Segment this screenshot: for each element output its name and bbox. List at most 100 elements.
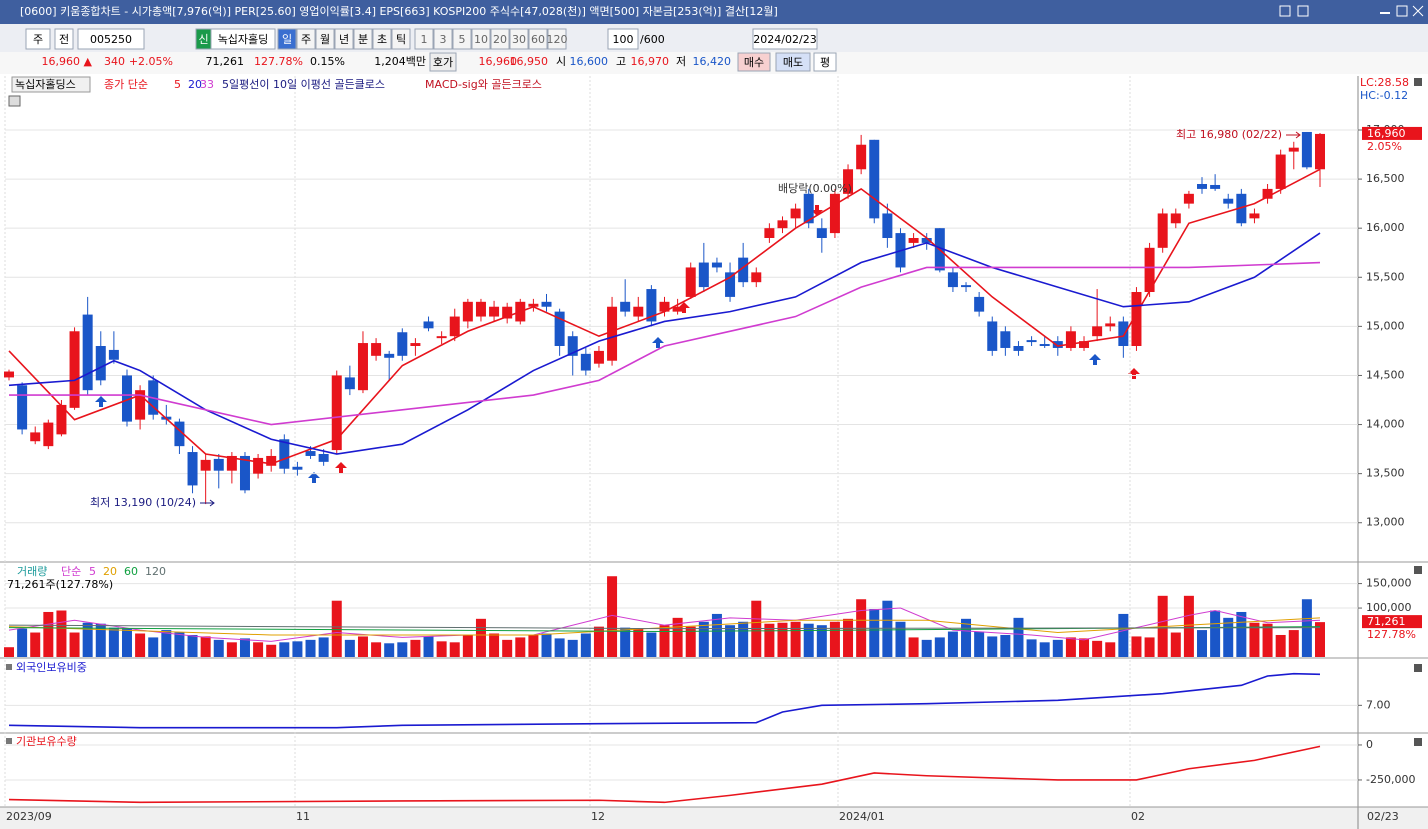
x-tick-label: 12: [591, 810, 605, 823]
panel-close[interactable]: [1414, 78, 1422, 86]
minimize[interactable]: [1380, 12, 1390, 14]
quote-text: 71,261: [206, 55, 245, 68]
button-label[interactable]: 일: [282, 32, 292, 46]
button-label[interactable]: 분: [358, 33, 368, 46]
button-label[interactable]: 신: [198, 33, 208, 46]
quote-text: 16,950: [510, 55, 549, 68]
button[interactable]: [433, 28, 453, 50]
candle-body: [1065, 331, 1076, 348]
last-price-label: 16,960: [1367, 127, 1406, 140]
button-label[interactable]: 월: [320, 33, 330, 46]
button[interactable]: [607, 28, 639, 50]
button[interactable]: [452, 28, 472, 50]
panel-close[interactable]: [1414, 664, 1422, 672]
candle-body: [843, 169, 854, 194]
volume-bar: [659, 625, 670, 657]
volume-bar: [475, 618, 486, 657]
button-label[interactable]: 주: [301, 33, 311, 46]
candle-body: [633, 306, 644, 317]
volume-bar: [567, 639, 578, 657]
candle-body: [475, 301, 486, 317]
candle-body: [1079, 341, 1090, 348]
button[interactable]: [54, 28, 74, 50]
volume-bar: [1236, 611, 1247, 657]
button[interactable]: [414, 28, 434, 50]
volume-bar: [974, 631, 985, 657]
legend-entry: 60: [124, 565, 138, 578]
volume-bar: [515, 637, 526, 657]
button-label[interactable]: 10: [474, 33, 488, 46]
button[interactable]: [471, 28, 491, 50]
button-label[interactable]: 매도: [783, 56, 803, 69]
button-label[interactable]: 100: [613, 33, 634, 46]
button[interactable]: [391, 28, 411, 50]
legend-entry: 5: [174, 78, 181, 91]
button[interactable]: [490, 28, 510, 50]
control[interactable]: [1279, 5, 1291, 17]
button[interactable]: [547, 28, 567, 50]
maximize[interactable]: [1396, 5, 1408, 17]
button[interactable]: [277, 28, 297, 50]
button[interactable]: [372, 28, 392, 50]
button[interactable]: [775, 52, 811, 72]
button-label[interactable]: 30: [512, 33, 526, 46]
button-label[interactable]: 틱: [396, 33, 406, 46]
candle-body: [974, 296, 985, 312]
button-label[interactable]: 120: [547, 33, 568, 46]
panel-close[interactable]: [1414, 738, 1422, 746]
button[interactable]: [315, 28, 335, 50]
button[interactable]: [25, 28, 51, 50]
button-label[interactable]: 1: [421, 33, 428, 46]
button-label[interactable]: 3: [440, 33, 447, 46]
button[interactable]: [528, 28, 548, 50]
button[interactable]: [210, 28, 276, 50]
button[interactable]: [77, 28, 145, 50]
volume-bar: [200, 636, 211, 657]
button[interactable]: [334, 28, 354, 50]
candle-body: [1249, 213, 1260, 219]
panel-close[interactable]: [1414, 566, 1422, 574]
button[interactable]: [752, 28, 818, 50]
button-label[interactable]: 녹십자홀딩: [218, 33, 269, 46]
candle-body: [751, 272, 762, 283]
button[interactable]: [813, 52, 837, 72]
candle-body: [82, 314, 93, 391]
button[interactable]: [509, 28, 529, 50]
button[interactable]: [296, 28, 316, 50]
candle-body: [1026, 340, 1037, 343]
indicator-icon[interactable]: [8, 95, 21, 107]
candle-body: [502, 306, 513, 319]
button-label[interactable]: 60: [531, 33, 545, 46]
button[interactable]: [353, 28, 373, 50]
button-label: 호가: [433, 56, 453, 69]
button-label[interactable]: 005250: [90, 33, 132, 46]
button-label[interactable]: 평: [820, 56, 830, 69]
volume-bar: [239, 638, 250, 657]
candle-body: [56, 404, 67, 435]
volume-bar: [279, 642, 290, 657]
candle-body: [239, 455, 250, 491]
candle-body: [489, 306, 500, 317]
button-label[interactable]: 5: [459, 33, 466, 46]
close[interactable]: [1412, 5, 1424, 17]
panel-title: 기관보유수량: [16, 735, 77, 748]
button-label[interactable]: 초: [377, 33, 387, 46]
button-label[interactable]: 20: [493, 33, 507, 46]
candle-body: [436, 336, 447, 339]
quote-bar: [0, 52, 1428, 74]
control[interactable]: [1297, 5, 1309, 17]
button-label[interactable]: 2024/02/23: [753, 33, 816, 46]
volume-bar: [318, 637, 329, 657]
volume-bar: [1079, 638, 1090, 657]
volume-bar: [384, 643, 395, 657]
volume-bar: [698, 621, 709, 657]
candle-body: [803, 193, 814, 224]
button-label[interactable]: 매수: [744, 56, 764, 69]
button-label[interactable]: 년: [339, 33, 349, 46]
button-label[interactable]: 주: [33, 33, 43, 46]
candle-body: [1105, 323, 1116, 327]
candle-body: [593, 350, 604, 364]
button[interactable]: [737, 52, 771, 72]
volume-bar: [646, 632, 657, 657]
button-label[interactable]: 전: [59, 33, 69, 46]
